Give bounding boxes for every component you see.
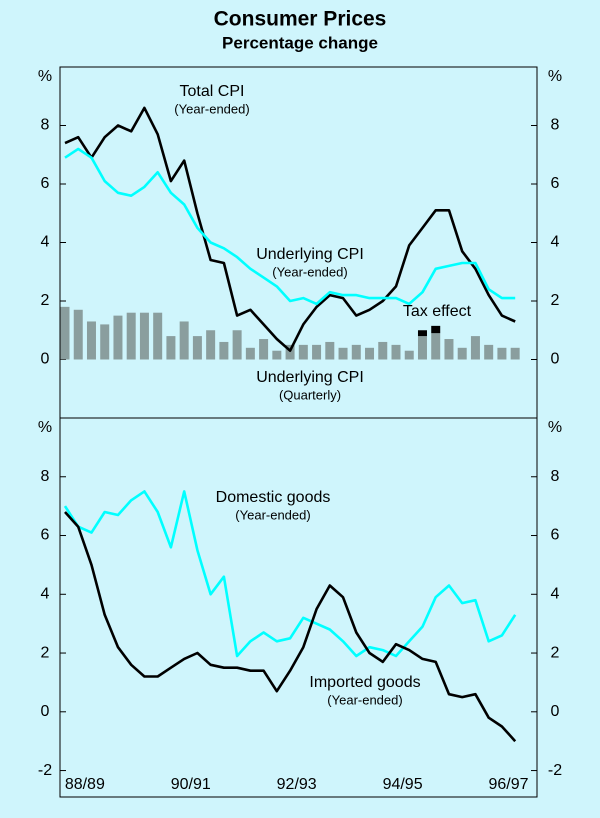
bar <box>391 344 401 360</box>
line <box>64 106 516 352</box>
bar <box>126 312 136 360</box>
y-tick-label: 8 <box>41 117 50 134</box>
bar <box>60 306 70 360</box>
y2-tick-label: 4 <box>551 234 560 251</box>
y-tick-label: 0 <box>41 351 50 368</box>
bar <box>113 315 123 360</box>
series-label: Tax effect <box>403 303 472 320</box>
y2-tick-label: 2 <box>551 644 560 661</box>
line <box>64 147 516 306</box>
series-label: Total CPI <box>180 83 245 100</box>
y-tick-label: 4 <box>41 585 50 602</box>
bar <box>206 330 216 360</box>
bar <box>431 325 441 334</box>
bar <box>470 336 480 360</box>
chart-subtitle: Percentage change <box>222 33 378 52</box>
bar <box>232 330 242 360</box>
bar <box>100 324 110 360</box>
bar <box>431 333 441 360</box>
bar <box>259 339 269 360</box>
bar <box>365 347 375 360</box>
bar <box>444 339 454 360</box>
y-axis-label: % <box>38 419 52 436</box>
bar <box>219 341 229 360</box>
y2-axis-label: % <box>548 419 562 436</box>
bar <box>179 321 189 360</box>
y-tick-label: 2 <box>41 644 50 661</box>
y-tick-label: 4 <box>41 234 50 251</box>
bar <box>139 312 149 360</box>
bar <box>497 347 507 360</box>
y-tick-label: -2 <box>38 762 52 779</box>
series-note: (Year-ended) <box>235 507 310 522</box>
series-note: (Year-ended) <box>327 692 402 707</box>
bar <box>404 350 414 360</box>
series-label: Domestic goods <box>216 489 331 506</box>
bar <box>73 309 83 360</box>
bar <box>192 336 202 360</box>
bar <box>86 321 96 360</box>
y-tick-label: 0 <box>41 703 50 720</box>
bar <box>338 347 348 360</box>
bar <box>285 344 295 360</box>
x-tick-label: 88/89 <box>65 776 105 793</box>
series-label: Underlying CPI <box>256 246 364 263</box>
bar <box>245 347 255 360</box>
series-note: (Year-ended) <box>174 101 249 116</box>
bar <box>378 341 388 360</box>
y2-tick-label: -2 <box>548 762 562 779</box>
y2-tick-label: 0 <box>551 351 560 368</box>
y2-tick-label: 8 <box>551 468 560 485</box>
y-axis-label: % <box>38 68 52 85</box>
bar <box>312 344 322 360</box>
series-label: Underlying CPI <box>256 369 364 386</box>
bar <box>484 344 494 360</box>
y2-tick-label: 4 <box>551 585 560 602</box>
x-tick-label: 96/97 <box>488 776 528 793</box>
plot-frame <box>59 66 538 798</box>
bar <box>298 344 308 360</box>
chart-title: Consumer Prices <box>214 8 387 31</box>
bar <box>325 341 335 360</box>
bar <box>510 347 520 360</box>
y2-tick-label: 0 <box>551 703 560 720</box>
bar <box>272 350 282 360</box>
bar <box>417 336 427 360</box>
bar <box>153 312 163 360</box>
y2-axis-label: % <box>548 68 562 85</box>
y-tick-label: 6 <box>41 175 50 192</box>
x-tick-label: 92/93 <box>277 776 317 793</box>
x-tick-label: 90/91 <box>171 776 211 793</box>
y2-tick-label: 6 <box>551 527 560 544</box>
y2-tick-label: 8 <box>551 117 560 134</box>
y-tick-label: 8 <box>41 468 50 485</box>
line <box>64 511 517 743</box>
series-note: (Quarterly) <box>279 387 341 402</box>
bar <box>351 344 361 360</box>
series-label: Imported goods <box>309 674 420 691</box>
bar <box>457 347 467 360</box>
line <box>63 490 517 658</box>
y-tick-label: 2 <box>41 292 50 309</box>
y2-tick-label: 6 <box>551 175 560 192</box>
bar <box>166 336 176 360</box>
x-tick-label: 94/95 <box>383 776 423 793</box>
bar <box>417 330 427 337</box>
y2-tick-label: 2 <box>551 292 560 309</box>
series-note: (Year-ended) <box>272 264 347 279</box>
y-tick-label: 6 <box>41 527 50 544</box>
